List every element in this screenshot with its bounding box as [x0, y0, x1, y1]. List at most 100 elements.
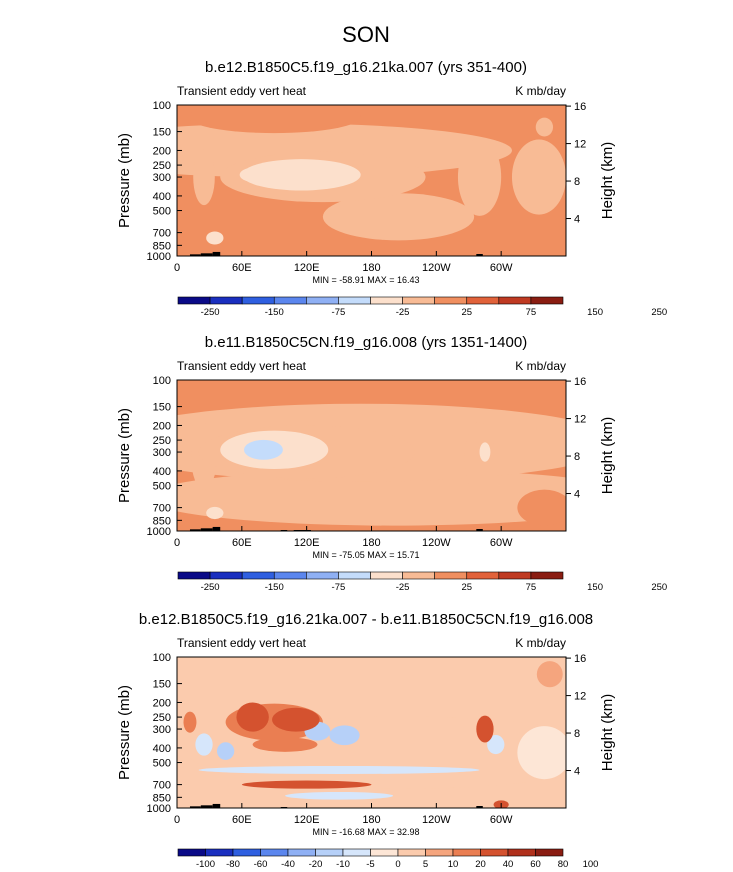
colorbar-box — [452, 848, 481, 857]
colorbar-box — [402, 296, 435, 305]
height-axis: 16 12 8 4 — [566, 653, 586, 778]
contour-region — [216, 742, 235, 760]
topography — [189, 251, 483, 256]
y-tick-label: 100 — [153, 375, 171, 387]
y-tick-label: 700 — [153, 780, 171, 792]
colorbar-label: -250 — [201, 307, 220, 318]
topography-block — [212, 251, 221, 256]
y-tick-label: 250 — [153, 712, 171, 724]
y-tick-label: 500 — [153, 758, 171, 770]
x-tick-label: 0 — [174, 537, 180, 549]
y-tick-label: 400 — [153, 191, 171, 203]
contour-region — [236, 702, 269, 732]
x-tick-label: 60W — [490, 262, 513, 274]
colorbar-label: 60 — [530, 859, 541, 870]
y-tick-label: 850 — [153, 515, 171, 527]
y-tick-label: 250 — [153, 435, 171, 447]
height-tick-label: 12 — [574, 139, 586, 151]
colorbar-box — [177, 571, 211, 580]
colorbar-label: -60 — [254, 859, 268, 870]
x-tick-label: 0 — [174, 814, 180, 826]
y-tick-label: 400 — [153, 743, 171, 755]
colorbar-box — [306, 571, 339, 580]
height-axis-label: Height (km) — [599, 417, 616, 495]
colorbar-box — [177, 848, 206, 857]
panel-left-label: Transient eddy vert heat — [177, 359, 307, 373]
panel-left-label: Transient eddy vert heat — [177, 84, 307, 98]
colorbar-box — [177, 296, 211, 305]
x-tick-label: 0 — [174, 262, 180, 274]
colorbar-box — [232, 848, 261, 857]
x-tick-label: 60W — [490, 537, 513, 549]
contour-region — [241, 780, 372, 789]
colorbar-box — [287, 848, 316, 857]
colorbar: -250 -150 -75 -25 25 75 150 250 — [177, 296, 667, 318]
colorbar-label: 150 — [587, 582, 603, 593]
colorbar-box — [209, 296, 243, 305]
colorbar-box — [434, 571, 468, 580]
contour-region — [517, 726, 566, 780]
min-max-stats: MIN = -75.05 MAX = 15.71 — [312, 550, 419, 560]
colorbar-box — [315, 848, 344, 857]
min-max-stats: MIN = -58.91 MAX = 16.43 — [312, 275, 419, 285]
colorbar-label: -150 — [265, 307, 284, 318]
contour-region — [206, 231, 224, 245]
x-tick-label: 120W — [422, 814, 451, 826]
height-tick-label: 12 — [574, 691, 586, 703]
contour-region — [198, 765, 480, 775]
colorbar-box — [273, 571, 307, 580]
panel-left-label: Transient eddy vert heat — [177, 636, 307, 650]
x-tick-label: 60E — [232, 262, 252, 274]
x-tick-label: 120E — [294, 537, 320, 549]
y-tick-label: 250 — [153, 160, 171, 172]
topography-block — [476, 806, 483, 808]
contour-region — [535, 117, 554, 137]
topography-block — [476, 254, 483, 256]
y-axis-label: Pressure (mb) — [116, 133, 133, 228]
y-tick-label: 300 — [153, 172, 171, 184]
colorbar-label: 40 — [503, 859, 514, 870]
y-tick-label: 850 — [153, 240, 171, 252]
height-tick-label: 4 — [574, 214, 580, 226]
height-tick-label: 16 — [574, 376, 586, 388]
x-tick-label: 120W — [422, 537, 451, 549]
y-tick-label: 700 — [153, 503, 171, 515]
colorbar-label: -40 — [281, 859, 295, 870]
topography-block — [212, 803, 221, 808]
topography-block — [189, 806, 201, 808]
longitude-axis: 0 60E 120E 180 120W 60W — [174, 251, 513, 274]
colorbar-label: -75 — [332, 307, 346, 318]
y-tick-label: 150 — [153, 679, 171, 691]
panel-right-label: K mb/day — [515, 84, 566, 98]
height-axis-label: Height (km) — [599, 142, 616, 220]
contour-region — [206, 506, 224, 520]
contour-region — [243, 439, 283, 460]
contour-region — [322, 193, 475, 241]
colorbar-box — [498, 571, 532, 580]
colorbar-box — [342, 848, 371, 857]
y-tick-label: 1000 — [147, 803, 171, 815]
contour-region — [517, 489, 566, 526]
y-tick-label: 200 — [153, 420, 171, 432]
colorbar-label: -10 — [336, 859, 350, 870]
colorbar-label: -75 — [332, 582, 346, 593]
colorbar-label: 25 — [461, 582, 472, 593]
contour-region — [464, 422, 495, 495]
colorbar-box — [466, 296, 500, 305]
y-tick-label: 500 — [153, 481, 171, 493]
colorbar-box — [338, 296, 371, 305]
contour-region — [329, 725, 360, 746]
x-tick-label: 60W — [490, 814, 513, 826]
topography-block — [189, 529, 201, 531]
y-axis-label: Pressure (mb) — [116, 408, 133, 503]
contour-region — [285, 791, 394, 800]
colorbar-box — [241, 571, 275, 580]
colorbar-box — [434, 296, 468, 305]
y-tick-label: 150 — [153, 402, 171, 414]
topography-block — [200, 253, 213, 256]
contour-region — [536, 661, 563, 688]
colorbar-box — [480, 848, 509, 857]
contour-region — [457, 138, 502, 216]
colorbar-box — [260, 848, 289, 857]
y-tick-label: 300 — [153, 724, 171, 736]
